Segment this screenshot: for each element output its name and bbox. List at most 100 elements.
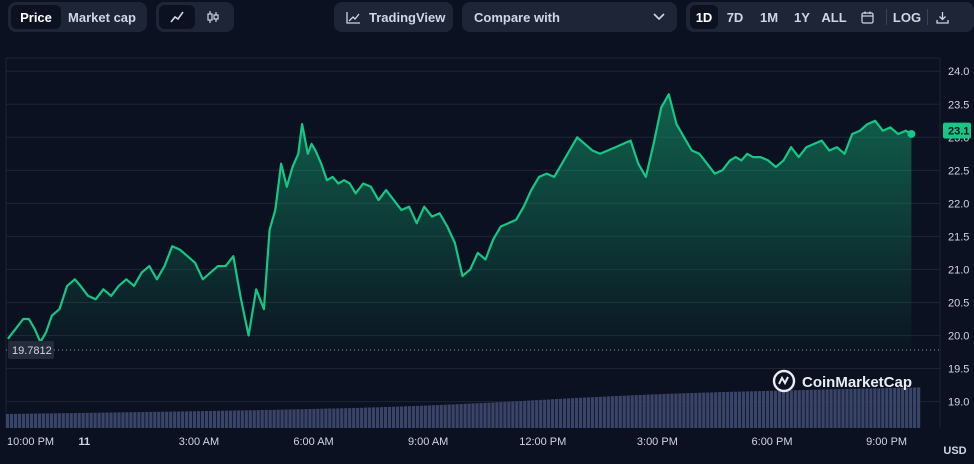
price-line [7,93,912,344]
x-tick-label: 12:00 PM [519,436,566,448]
volume-bar [29,413,34,428]
volume-bar [356,407,360,428]
volume-bar [678,393,682,428]
volume-bar [543,399,547,428]
volume-bar [399,406,404,428]
log-scale-toggle[interactable]: LOG [892,9,922,25]
current-price-badge: 23.1 [943,122,971,139]
range-7d[interactable]: 7D [726,9,744,25]
download-button[interactable] [930,5,954,29]
volume-bar [745,391,750,428]
volume-bar [885,388,889,428]
volume-bar [272,409,276,428]
tab-market-cap[interactable]: Market cap [68,9,136,25]
range-all[interactable]: ALL [821,9,847,25]
volume-bar [773,390,777,428]
y-tick-label: 24.0 [948,66,969,78]
volume-bar [555,399,559,428]
range-1d[interactable]: 1D [690,5,718,29]
y-tick-label: 20.5 [948,297,969,309]
volume-bar [244,410,248,428]
volume-bar [284,409,288,428]
volume-bar [459,404,463,428]
volume-bar [411,406,415,428]
range-1m[interactable]: 1M [759,9,779,25]
tab-price[interactable]: Price [11,5,61,29]
compare-with-dropdown[interactable]: Compare with [462,2,677,32]
volume-bar [13,413,18,428]
volume-bar [769,390,774,428]
volume-bar [105,412,109,428]
volume-bar [41,413,45,428]
volume-bar [658,394,662,428]
volume-bar [726,391,730,428]
price-chart[interactable]: 19.7812 24.023.523.022.522.021.521.020.5… [0,36,974,459]
current-price-dot [907,129,916,138]
volume-bar [443,404,447,428]
volume-bar [165,411,169,428]
volume-bar [236,410,240,428]
volume-bar [690,393,694,428]
volume-bar [181,411,185,428]
volume-bar [288,409,292,428]
volume-bar [586,397,591,428]
volume-bar [308,409,312,428]
range-1y[interactable]: 1Y [794,9,810,25]
date-range-button[interactable] [850,5,884,29]
volume-bar [602,396,606,428]
tradingview-label: TradingView [369,9,446,25]
open-price-badge: 19.7812 [8,340,54,359]
x-tick-label: 9:00 PM [866,436,907,448]
volume-bar [761,391,766,428]
volume-bar [73,413,77,428]
volume-bar [694,392,698,428]
volume-bar [431,405,435,428]
line-chart-button[interactable] [159,5,195,29]
volume-bar [861,388,865,428]
volume-bar [439,404,443,428]
volume-bar [177,411,181,428]
volume-bar [893,387,897,428]
volume-bar [817,389,821,428]
volume-bar [841,389,845,428]
volume-bar [471,403,475,428]
volume-bar [499,402,503,428]
volume-bar [200,411,205,428]
volume-bar [714,392,718,428]
volume-bar [212,410,217,428]
volume-bar [332,408,336,428]
volume-bar [447,404,451,428]
volume-bar [455,404,459,428]
tradingview-button[interactable]: TradingView [334,2,453,32]
y-tick-label: 22.5 [948,165,969,177]
volume-bar [507,401,511,428]
volume-bar [185,411,189,428]
volume-bar [626,395,630,428]
volume-bar [865,388,869,428]
volume-bar [606,396,610,428]
volume-bar [650,394,654,428]
volume-bar [360,407,364,428]
x-tick-label: 9:00 AM [408,436,448,448]
volume-bar [292,409,296,428]
y-axis-labels: 24.023.523.022.522.021.521.020.520.019.5… [948,66,969,408]
candlestick-button[interactable] [195,5,231,29]
volume-bar [45,413,49,428]
volume-bar [582,397,587,428]
volume-bar [141,412,145,428]
volume-bar [304,409,308,428]
volume-bar [574,397,579,428]
volume-bar [813,389,817,428]
volume-bar [81,412,85,428]
x-tick-label: 10:00 PM [7,436,54,448]
volume-bar [113,412,117,428]
volume-bar [881,388,885,428]
volume-bar [260,410,264,428]
volume-bar [487,402,491,428]
volume-bar [316,408,320,428]
volume-bar [252,410,256,428]
volume-bar [475,403,479,428]
volume-bar [228,410,232,428]
volume-bar [527,400,531,428]
volume-bar [85,412,89,428]
